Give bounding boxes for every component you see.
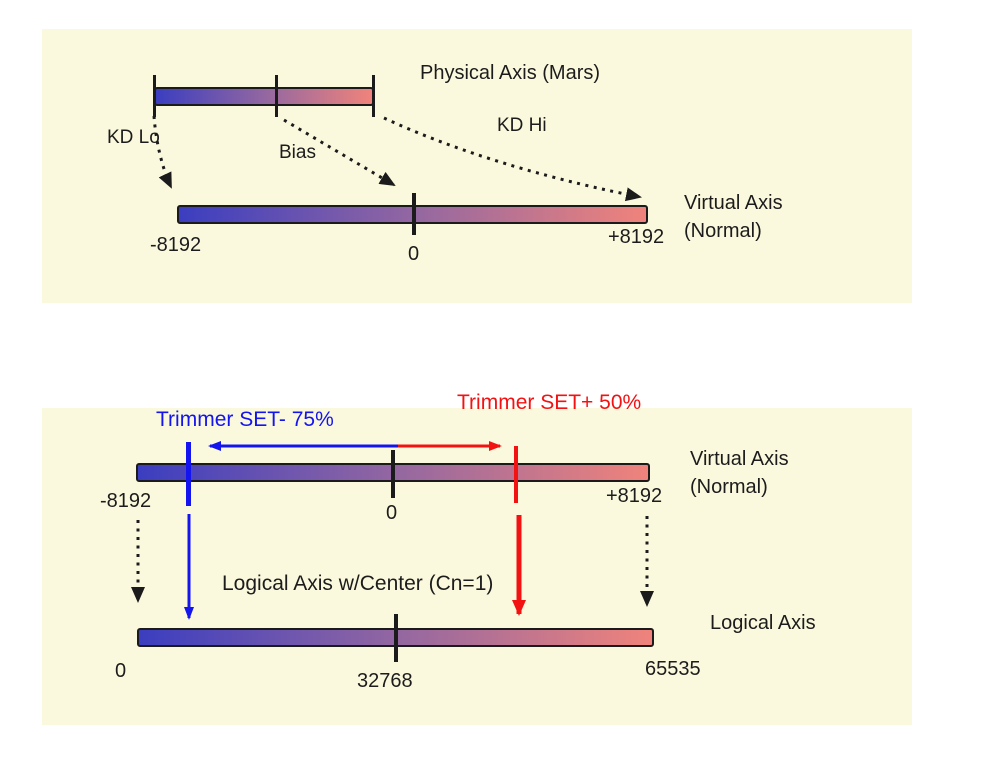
virtual-axis-min-label-bottom: -8192	[100, 490, 152, 512]
logical-axis-min-label: 0	[115, 660, 127, 682]
trimmer-set-minus-label: Trimmer SET- 75%	[156, 408, 334, 431]
physical-axis-title: Physical Axis (Mars)	[420, 62, 601, 84]
virtual-axis-max-label-bottom: +8192	[606, 485, 663, 507]
logical-axis-mid-tick	[394, 614, 398, 662]
bias-label: Bias	[279, 142, 316, 163]
physical-axis-tick-left	[153, 75, 156, 117]
virtual-axis-max-label-top: +8192	[608, 226, 665, 248]
logical-axis-max-label: 65535	[645, 658, 701, 680]
virtual-axis-name-top: Virtual Axis (Normal)	[684, 189, 783, 245]
virtual-axis-zero-tick-bottom	[391, 450, 395, 498]
virtual-axis-zero-label-bottom: 0	[386, 502, 398, 524]
kd-lo-label: KD Lo	[107, 127, 160, 148]
virtual-axis-name-top-line2: (Normal)	[684, 220, 762, 242]
virtual-axis-min-label-top: -8192	[150, 234, 202, 256]
virtual-axis-zero-label-top: 0	[408, 243, 420, 265]
red-trimmer-tick	[514, 446, 518, 503]
physical-axis-tick-bias	[275, 75, 278, 117]
virtual-axis-name-top-line1: Virtual Axis	[684, 192, 783, 214]
virtual-axis-zero-tick-top	[412, 193, 416, 235]
logical-axis-mid-label: 32768	[357, 670, 413, 692]
physical-axis-tick-right	[372, 75, 375, 117]
kd-hi-label: KD Hi	[497, 115, 547, 136]
trimmer-set-plus-label: Trimmer SET+ 50%	[457, 391, 642, 414]
virtual-axis-name-bottom-line2: (Normal)	[690, 476, 768, 498]
virtual-axis-name-bottom-line1: Virtual Axis	[690, 448, 789, 470]
virtual-axis-name-bottom: Virtual Axis (Normal)	[690, 445, 789, 501]
blue-trimmer-tick	[186, 442, 191, 506]
logical-center-label: Logical Axis w/Center (Cn=1)	[222, 572, 494, 595]
physical-axis-bar	[154, 87, 374, 106]
logical-axis-name: Logical Axis	[710, 612, 816, 634]
